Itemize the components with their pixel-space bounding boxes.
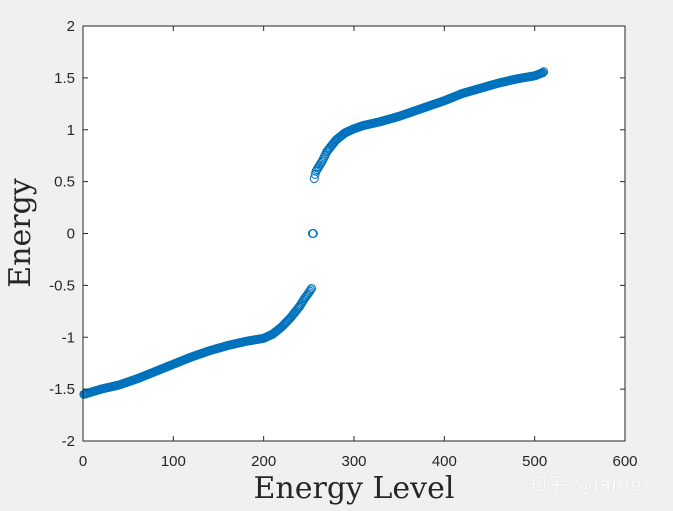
x-axis-ticks: 0 100 200 300 400 500 600 (79, 26, 638, 470)
x-axis-label: Energy Level (254, 471, 455, 506)
x-tick-label: 600 (612, 453, 637, 470)
y-tick-label: 0 (67, 226, 75, 243)
data-point-marker (306, 285, 316, 295)
y-axis-ticks: -2 -1.5 -1 -0.5 0 0.5 1 1.5 2 (49, 18, 625, 450)
data-points (79, 67, 549, 399)
x-tick-label: 400 (432, 453, 457, 470)
y-tick-label: -1 (62, 329, 75, 346)
x-tick-label: 500 (522, 453, 547, 470)
data-point-marker (307, 283, 317, 293)
x-tick-label: 200 (251, 453, 276, 470)
x-tick-label: 300 (341, 453, 366, 470)
y-tick-label: 1.5 (54, 70, 75, 87)
x-tick-label: 100 (161, 453, 186, 470)
x-tick-label: 0 (79, 453, 87, 470)
data-point-marker (538, 68, 548, 78)
data-point-marker (539, 67, 549, 77)
data-point-marker (308, 229, 318, 238)
y-tick-label: 1 (67, 122, 75, 139)
y-tick-label: -2 (62, 433, 75, 450)
plot-area (83, 26, 625, 441)
y-tick-label: 0.5 (54, 174, 75, 191)
y-axis-label: Energy (3, 178, 38, 288)
y-tick-label: -0.5 (49, 277, 75, 294)
watermark: 知乎 @James (528, 474, 653, 496)
data-point-marker (305, 286, 315, 296)
y-tick-label: 2 (67, 18, 75, 35)
y-tick-label: -1.5 (49, 381, 75, 398)
